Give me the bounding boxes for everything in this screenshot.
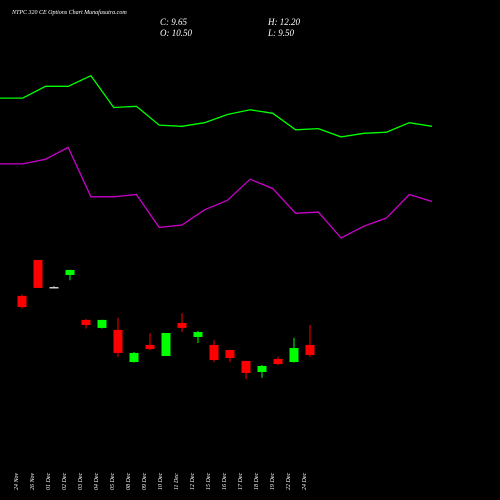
candle-body xyxy=(65,269,75,276)
candle-body xyxy=(145,344,155,349)
indicator-line xyxy=(0,146,433,239)
candle-body xyxy=(209,344,219,361)
candle-body xyxy=(193,332,203,337)
x-tick-label: 24 Nov xyxy=(13,472,20,490)
candle-body xyxy=(17,295,27,307)
x-tick-label: 16 Dec xyxy=(222,473,228,490)
low-label: L: 9.50 xyxy=(267,28,295,38)
high-label: H: 12.20 xyxy=(267,17,300,27)
x-tick-label: 24 Dec xyxy=(301,473,308,490)
candle-body xyxy=(257,366,267,373)
candle-body xyxy=(97,319,107,328)
candle-body xyxy=(49,287,59,289)
x-tick-label: 10 Dec xyxy=(158,473,164,490)
candle-body xyxy=(305,344,315,355)
x-tick-label: 11 Dec xyxy=(174,473,180,490)
candle-body xyxy=(241,360,251,373)
x-tick-label: 01 Dec xyxy=(46,473,52,490)
candle-body xyxy=(129,352,139,363)
candle-body xyxy=(273,358,283,365)
x-tick-label: 03 Dec xyxy=(78,473,84,490)
x-tick-label: 02 Dec xyxy=(62,473,68,490)
x-tick-label: 05 Dec xyxy=(110,473,116,490)
x-tick-label: 15 Dec xyxy=(206,473,212,490)
close-label: C: 9.65 xyxy=(160,17,188,27)
chart-title: NTPC 320 CE Options Chart Munafasutra.co… xyxy=(11,9,127,16)
candle-body xyxy=(33,259,43,288)
candle-body xyxy=(161,332,171,357)
candle-body xyxy=(113,329,123,353)
x-tick-label: 26 Nov xyxy=(30,472,36,490)
open-label: O: 10.50 xyxy=(160,28,192,38)
x-tick-label: 17 Dec xyxy=(238,473,244,490)
candle-body xyxy=(225,350,235,359)
x-tick-label: 18 Dec xyxy=(254,473,260,490)
x-tick-label: 12 Dec xyxy=(190,473,196,490)
candle-body xyxy=(289,348,299,363)
candle-body xyxy=(81,319,91,325)
x-tick-label: 22 Dec xyxy=(286,473,292,490)
x-tick-label: 09 Dec xyxy=(142,473,148,490)
x-tick-label: 19 Dec xyxy=(270,473,276,490)
indicator-line xyxy=(0,74,433,138)
x-tick-label: 08 Dec xyxy=(126,473,132,490)
x-tick-label: 04 Dec xyxy=(93,473,100,490)
candle-body xyxy=(177,322,187,328)
